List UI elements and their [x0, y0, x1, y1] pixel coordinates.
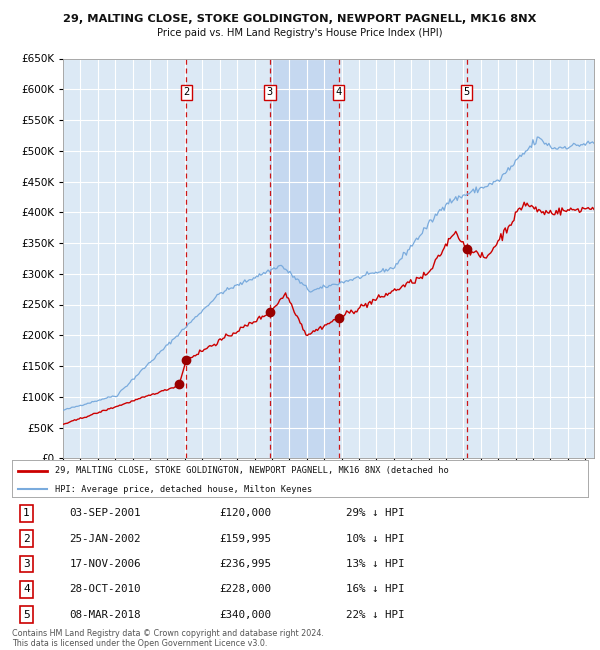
Text: 3: 3	[23, 559, 30, 569]
Text: £340,000: £340,000	[220, 610, 271, 619]
Text: 29, MALTING CLOSE, STOKE GOLDINGTON, NEWPORT PAGNELL, MK16 8NX: 29, MALTING CLOSE, STOKE GOLDINGTON, NEW…	[64, 14, 536, 24]
Text: 2: 2	[23, 534, 30, 543]
Text: Contains HM Land Registry data © Crown copyright and database right 2024.
This d: Contains HM Land Registry data © Crown c…	[12, 629, 324, 648]
Text: £159,995: £159,995	[220, 534, 271, 543]
Text: £120,000: £120,000	[220, 508, 271, 518]
Text: £228,000: £228,000	[220, 584, 271, 594]
Text: 28-OCT-2010: 28-OCT-2010	[70, 584, 141, 594]
Text: 1: 1	[23, 508, 30, 518]
Bar	[270, 58, 338, 458]
Text: Price paid vs. HM Land Registry's House Price Index (HPI): Price paid vs. HM Land Registry's House …	[157, 28, 443, 38]
Text: 3: 3	[267, 87, 273, 98]
Text: HPI: Average price, detached house, Milton Keynes: HPI: Average price, detached house, Milt…	[55, 485, 313, 493]
Text: 4: 4	[335, 87, 342, 98]
Text: 10% ↓ HPI: 10% ↓ HPI	[346, 534, 404, 543]
Text: 25-JAN-2002: 25-JAN-2002	[70, 534, 141, 543]
Text: 5: 5	[463, 87, 470, 98]
Text: 22% ↓ HPI: 22% ↓ HPI	[346, 610, 404, 619]
Text: 29% ↓ HPI: 29% ↓ HPI	[346, 508, 404, 518]
Text: 16% ↓ HPI: 16% ↓ HPI	[346, 584, 404, 594]
Text: 03-SEP-2001: 03-SEP-2001	[70, 508, 141, 518]
Text: 4: 4	[23, 584, 30, 594]
Text: 17-NOV-2006: 17-NOV-2006	[70, 559, 141, 569]
Text: 29, MALTING CLOSE, STOKE GOLDINGTON, NEWPORT PAGNELL, MK16 8NX (detached ho: 29, MALTING CLOSE, STOKE GOLDINGTON, NEW…	[55, 466, 449, 475]
Text: £236,995: £236,995	[220, 559, 271, 569]
Text: 2: 2	[183, 87, 190, 98]
Text: 13% ↓ HPI: 13% ↓ HPI	[346, 559, 404, 569]
Text: 08-MAR-2018: 08-MAR-2018	[70, 610, 141, 619]
Text: 5: 5	[23, 610, 30, 619]
